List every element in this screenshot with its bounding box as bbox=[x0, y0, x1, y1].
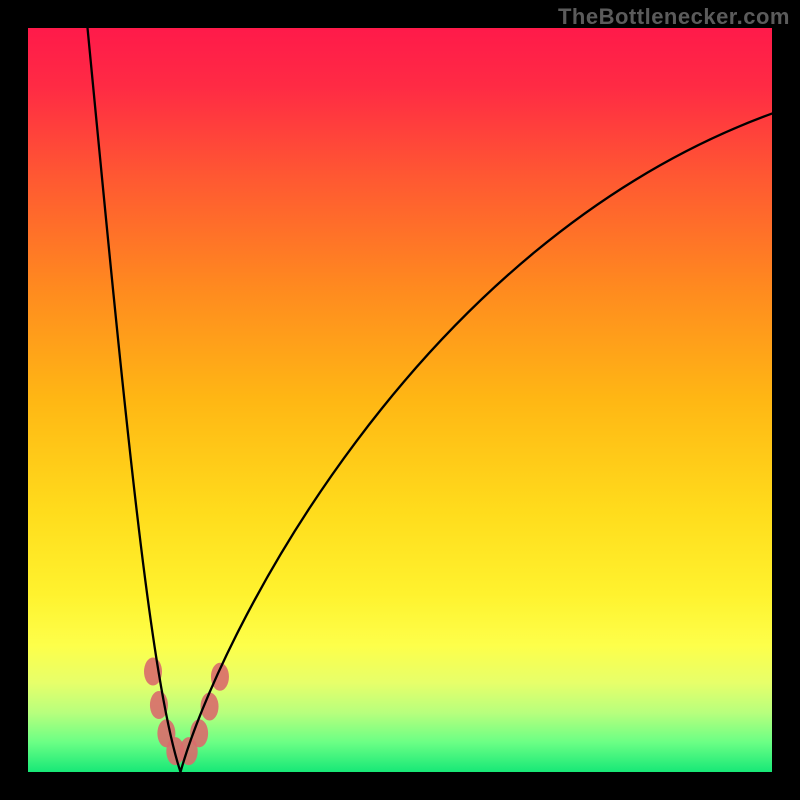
bottleneck-curve bbox=[88, 28, 772, 772]
chart-container: TheBottlenecker.com bbox=[0, 0, 800, 800]
plot-frame bbox=[0, 0, 800, 800]
curve-layer bbox=[28, 28, 772, 772]
plot-area bbox=[28, 28, 772, 772]
